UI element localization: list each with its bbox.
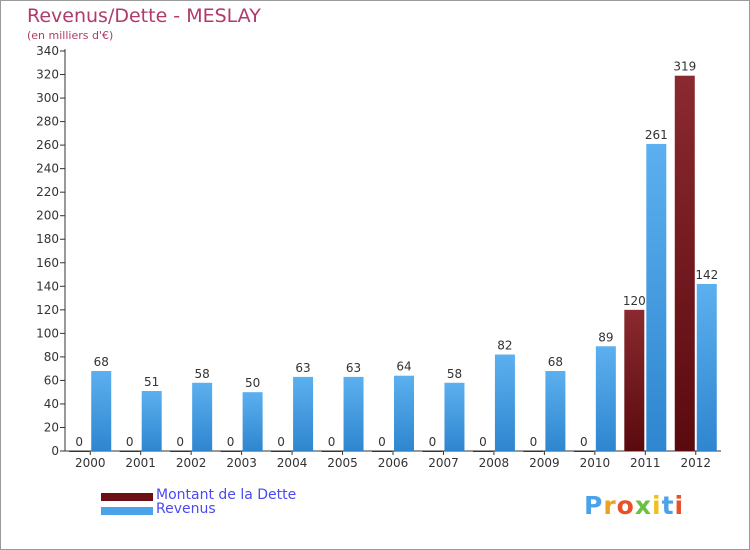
x-tick-label-2012: 2012 — [680, 456, 711, 470]
data-label-revenus-2012: 142 — [695, 268, 718, 282]
y-tick-label-20: 20 — [44, 420, 59, 434]
bar-dette-2002 — [170, 451, 191, 452]
data-label-dette-2005: 0 — [328, 435, 336, 449]
bar-revenus-2001 — [141, 391, 162, 451]
data-label-dette-2003: 0 — [227, 435, 235, 449]
bar-revenus-2006 — [394, 375, 414, 451]
data-label-dette-2012: 319 — [673, 60, 696, 74]
x-tick-label-2009: 2009 — [529, 456, 560, 470]
bar-dette-2005 — [321, 451, 342, 452]
data-label-revenus-2004: 63 — [295, 361, 310, 375]
bar-revenus-2010 — [595, 346, 616, 451]
data-label-dette-2006: 0 — [378, 435, 386, 449]
y-tick-label-200: 200 — [36, 209, 59, 223]
bar-revenus-2000 — [91, 371, 112, 451]
y-tick-label-260: 260 — [36, 138, 59, 152]
y-tick-label-40: 40 — [44, 397, 59, 411]
data-label-dette-2007: 0 — [429, 435, 437, 449]
y-tick-label-220: 220 — [36, 185, 59, 199]
data-label-dette-2010: 0 — [580, 435, 588, 449]
y-tick-label-160: 160 — [36, 256, 59, 270]
legend-label-revenus: Revenus — [156, 501, 216, 517]
y-tick-label-280: 280 — [36, 115, 59, 129]
x-tick-label-2003: 2003 — [226, 456, 257, 470]
bar-revenus-2002 — [192, 382, 213, 451]
x-tick-label-2006: 2006 — [378, 456, 409, 470]
bar-dette-2012 — [674, 75, 695, 452]
bar-dette-2004 — [271, 451, 292, 452]
data-label-revenus-2009: 68 — [548, 355, 563, 369]
x-tick-label-2007: 2007 — [428, 456, 459, 470]
y-tick-label-180: 180 — [36, 232, 59, 246]
bar-revenus-2009 — [545, 371, 566, 451]
bar-dette-2001 — [119, 451, 140, 452]
bar-dette-2000 — [69, 451, 90, 452]
data-label-revenus-2006: 64 — [396, 360, 411, 374]
data-label-dette-2004: 0 — [277, 435, 285, 449]
data-label-dette-2011: 120 — [623, 294, 646, 308]
y-tick-label-60: 60 — [44, 373, 59, 387]
x-tick-label-2000: 2000 — [75, 456, 106, 470]
bar-dette-2011 — [624, 309, 645, 451]
y-tick-label-240: 240 — [36, 162, 59, 176]
legend-swatch-dette — [101, 493, 153, 501]
proxiti-logo: Proxiti — [584, 491, 685, 520]
bar-revenus-2004 — [293, 376, 314, 451]
bar-revenus-2008 — [494, 354, 515, 451]
data-label-dette-2002: 0 — [176, 435, 184, 449]
x-tick-label-2008: 2008 — [479, 456, 510, 470]
data-label-dette-2000: 0 — [75, 435, 83, 449]
y-tick-label-340: 340 — [36, 44, 59, 58]
data-label-revenus-2008: 82 — [497, 339, 512, 353]
data-label-revenus-2000: 68 — [94, 355, 109, 369]
y-tick-label-300: 300 — [36, 91, 59, 105]
data-label-revenus-2010: 89 — [598, 330, 613, 344]
bar-dette-2003 — [220, 451, 241, 452]
data-label-revenus-2001: 51 — [144, 375, 159, 389]
data-label-dette-2001: 0 — [126, 435, 134, 449]
data-label-revenus-2011: 261 — [645, 128, 668, 142]
bar-revenus-2012 — [696, 283, 717, 451]
data-label-revenus-2007: 58 — [447, 367, 462, 381]
data-label-dette-2009: 0 — [530, 435, 538, 449]
bar-revenus-2005 — [343, 376, 364, 451]
bar-dette-2009 — [523, 451, 544, 452]
chart-subtitle: (en milliers d'€) — [27, 29, 114, 42]
y-tick-label-120: 120 — [36, 303, 59, 317]
bar-dette-2010 — [573, 451, 594, 452]
bar-dette-2007 — [422, 451, 443, 452]
x-tick-label-2005: 2005 — [327, 456, 358, 470]
x-tick-label-2010: 2010 — [580, 456, 611, 470]
bar-revenus-2007 — [444, 382, 465, 451]
bar-revenus-2011 — [646, 143, 667, 452]
x-tick-label-2002: 2002 — [176, 456, 207, 470]
legend-swatch-revenus — [101, 507, 153, 515]
bar-dette-2006 — [372, 451, 392, 452]
chart-title: Revenus/Dette - MESLAY — [27, 5, 261, 27]
x-tick-label-2001: 2001 — [125, 456, 156, 470]
data-label-revenus-2003: 50 — [245, 376, 260, 390]
x-tick-label-2004: 2004 — [277, 456, 308, 470]
y-tick-label-0: 0 — [51, 444, 59, 458]
y-tick-label-100: 100 — [36, 326, 59, 340]
x-tick-label-2011: 2011 — [630, 456, 661, 470]
legend-label-dette: Montant de la Dette — [156, 487, 297, 503]
y-tick-label-80: 80 — [44, 350, 59, 364]
bar-dette-2008 — [472, 451, 493, 452]
data-label-revenus-2005: 63 — [346, 361, 361, 375]
data-label-dette-2008: 0 — [479, 435, 487, 449]
y-tick-label-140: 140 — [36, 279, 59, 293]
data-label-revenus-2002: 58 — [195, 367, 210, 381]
bar-revenus-2003 — [242, 392, 263, 451]
y-tick-label-320: 320 — [36, 68, 59, 82]
